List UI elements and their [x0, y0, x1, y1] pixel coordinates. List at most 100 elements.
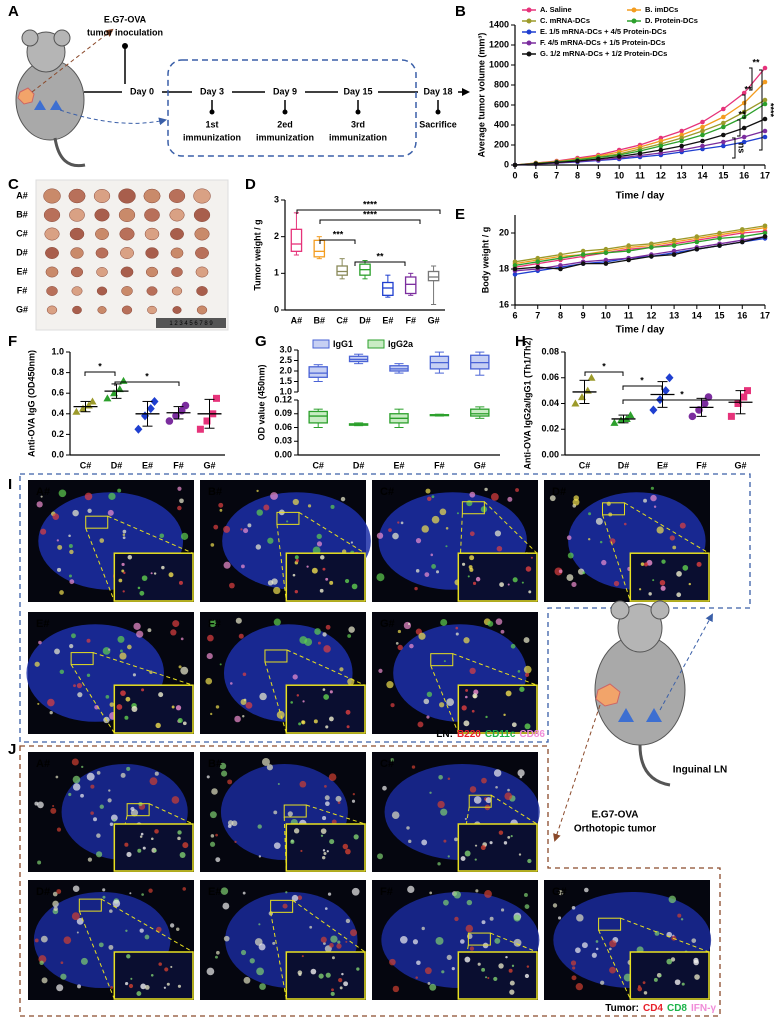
stain-spot — [376, 532, 384, 539]
sig-label: ns — [737, 143, 747, 154]
stain-spot — [267, 580, 274, 586]
stain-spot — [431, 564, 436, 569]
y-tick-label: 2.0 — [279, 365, 292, 375]
stain-spot — [170, 965, 173, 968]
stain-spot — [126, 766, 131, 771]
arrow — [59, 109, 167, 126]
series-marker — [721, 143, 726, 149]
stain-spot — [37, 801, 44, 809]
y-tick-label: 16 — [499, 299, 509, 309]
stain-spot — [298, 972, 302, 977]
stain-spot — [123, 571, 126, 575]
stain-spot — [227, 824, 232, 829]
event-label: 1st — [205, 119, 218, 129]
zoom-line — [624, 502, 710, 554]
x-tick-label: B# — [314, 315, 326, 325]
stain-spot — [133, 622, 141, 630]
stain-spot — [80, 957, 88, 965]
stain-spot — [505, 955, 508, 959]
stain-spot — [60, 961, 64, 965]
stain-spot — [527, 858, 532, 864]
x-tick-label: G# — [474, 460, 486, 470]
stain-spot — [41, 977, 48, 984]
stain-spot — [77, 692, 83, 698]
stain-spot — [348, 626, 355, 633]
sample-label: A# — [36, 486, 50, 498]
zoom-line — [276, 524, 287, 602]
tumor-sample — [145, 247, 159, 259]
sig-label: ** — [376, 251, 384, 261]
sample-label: F# — [208, 618, 221, 630]
stain-spot — [571, 581, 577, 588]
stain-spot — [210, 712, 213, 716]
stain-spot — [466, 899, 473, 906]
stain-spot — [435, 936, 444, 945]
stain-spot — [643, 991, 648, 995]
stain-spot — [473, 796, 482, 804]
stain-spot — [112, 899, 121, 908]
series-marker — [741, 100, 747, 106]
event-label: immunization — [183, 132, 241, 142]
stain-spot — [445, 545, 448, 548]
stain-spot — [240, 528, 243, 531]
stain-spot — [591, 952, 597, 958]
stain-spot — [107, 509, 114, 516]
stain-spot — [108, 492, 116, 500]
stain-spot — [240, 949, 247, 956]
stain-spot — [415, 976, 418, 979]
legend-swatch — [367, 339, 385, 349]
stain-spot — [345, 918, 351, 924]
stain-spot — [320, 834, 324, 837]
stain-spot — [530, 556, 533, 559]
stain-spot — [132, 673, 136, 677]
stain-spot — [469, 946, 475, 951]
roi-box — [430, 653, 454, 667]
stain-spot — [292, 498, 299, 506]
stain-spot — [40, 528, 47, 535]
stain-spot — [391, 811, 400, 820]
inset — [113, 684, 194, 734]
series-marker — [575, 158, 580, 164]
stain-spot — [331, 956, 335, 960]
panel-label: J — [8, 741, 16, 758]
zoom-line — [78, 910, 115, 1000]
point — [649, 405, 658, 415]
stain-spot — [507, 835, 511, 839]
tumor-sample — [44, 227, 60, 241]
y-tick-label: 0 — [504, 159, 509, 169]
legend-label: IgG2a — [388, 339, 414, 349]
stain-spot — [328, 773, 337, 782]
stain-spot — [277, 782, 280, 786]
stain-spot — [154, 771, 159, 776]
legend-marker — [526, 40, 532, 46]
x-tick-label: 14 — [697, 170, 707, 180]
stain-spot — [148, 888, 153, 893]
stain-spot — [330, 991, 335, 996]
stain-spot — [150, 572, 153, 575]
stain-spot — [474, 858, 477, 861]
tumor-sample — [195, 266, 209, 278]
stain-spot — [599, 540, 603, 544]
tumor-sample — [70, 247, 84, 259]
stain-spot — [454, 916, 459, 922]
roi-box — [461, 501, 485, 515]
legend-marker — [631, 7, 637, 13]
stain-spot — [272, 941, 276, 945]
stain-spot — [296, 694, 300, 697]
stain-spot — [136, 991, 142, 996]
stain-spot — [71, 912, 80, 921]
stain-spot — [503, 713, 506, 717]
stain-name: CD11c — [485, 729, 516, 740]
stain-spot — [56, 539, 59, 542]
stain-spot — [326, 850, 329, 853]
stain-name: CD86 — [519, 729, 545, 740]
tumor-sample — [171, 286, 183, 296]
stain-spot — [213, 524, 219, 530]
stain-spot — [552, 903, 558, 908]
stain-spot — [511, 964, 515, 967]
y-tick-label: 1 — [274, 268, 279, 278]
stain-spot — [595, 940, 599, 943]
legend-marker — [526, 18, 532, 24]
stain-spot — [105, 695, 110, 699]
